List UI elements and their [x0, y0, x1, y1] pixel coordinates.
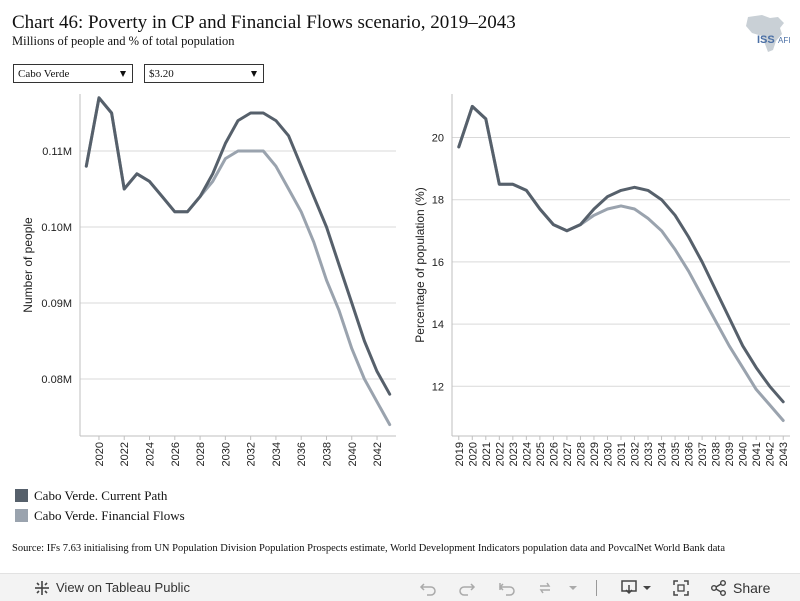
y-axis-label: Percentage of population (%): [413, 187, 427, 342]
chart-subtitle: Millions of people and % of total popula…: [12, 34, 235, 48]
y-tick-label: 20: [432, 133, 444, 145]
revert-icon[interactable]: [497, 578, 517, 598]
x-tick-label: 2037: [697, 442, 709, 466]
source-note: Source: IFs 7.63 initialising from UN Po…: [12, 543, 725, 554]
series-line-cabo-verde-current-path: [457, 104, 785, 404]
download-dropdown-icon[interactable]: [638, 578, 658, 598]
share-button[interactable]: Share: [733, 580, 771, 596]
x-tick-label: 2034: [657, 442, 669, 466]
x-tick-label: 2028: [575, 442, 587, 466]
chevron-down-icon: [120, 71, 126, 77]
x-tick-label: 2035: [670, 442, 682, 466]
x-tick-label: 2036: [296, 442, 308, 466]
refresh-icon[interactable]: [535, 578, 555, 598]
refresh-dropdown-icon[interactable]: [563, 578, 583, 598]
tableau-logo-icon: [35, 581, 49, 595]
x-tick-label: 2040: [738, 442, 750, 466]
country-dropdown-value: Cabo Verde: [18, 68, 70, 80]
threshold-dropdown-value: $3.20: [149, 68, 174, 80]
africa-map-icon: [746, 15, 784, 52]
x-tick-label: 2028: [195, 442, 207, 466]
series-line-cabo-verde-financial-flows: [84, 96, 392, 427]
x-tick-label: 2039: [724, 442, 736, 466]
download-icon[interactable]: [620, 578, 640, 598]
x-tick-label: 2041: [751, 442, 763, 466]
x-tick-label: 2034: [271, 442, 283, 466]
view-on-tableau-public-link[interactable]: View on Tableau Public: [56, 580, 190, 595]
x-tick-label: 2038: [321, 442, 333, 466]
y-tick-label: 12: [432, 381, 444, 393]
x-tick-label: 2042: [372, 442, 384, 466]
undo-icon[interactable]: [418, 578, 438, 598]
x-tick-label: 2022: [494, 442, 506, 466]
legend-label: Cabo Verde. Financial Flows: [34, 508, 185, 523]
legend-label: Cabo Verde. Current Path: [34, 488, 168, 503]
x-tick-label: 2042: [765, 442, 777, 466]
fullscreen-icon[interactable]: [671, 578, 691, 598]
threshold-dropdown[interactable]: $3.20: [144, 64, 264, 83]
y-tick-label: 0.09M: [41, 298, 72, 310]
share-icon[interactable]: [709, 578, 729, 598]
y-tick-label: 0.08M: [41, 374, 72, 386]
x-tick-label: 2038: [711, 442, 723, 466]
charts-area: 0.08M 0.09M 0.10M 0.11M 2020 2022 2024 2026 2028…: [21, 94, 790, 466]
y-tick-label: 0.10M: [41, 222, 72, 234]
legend-swatch: [15, 489, 28, 502]
x-tick-label: 2043: [778, 442, 790, 466]
chevron-down-icon: [251, 71, 257, 77]
series-line-cabo-verde-financial-flows: [457, 104, 785, 422]
y-tick-label: 18: [432, 195, 444, 207]
x-tick-label: 2040: [347, 442, 359, 466]
x-tick-label: 2023: [508, 442, 520, 466]
x-tick-label: 2025: [535, 442, 547, 466]
x-tick-label: 2032: [630, 442, 642, 466]
iss-afi-logo[interactable]: ISS AFI: [740, 14, 792, 54]
y-tick-label: 16: [432, 257, 444, 269]
redo-icon[interactable]: [457, 578, 477, 598]
x-tick-label: 2036: [684, 442, 696, 466]
x-tick-label: 2027: [562, 442, 574, 466]
logo-suffix: AFI: [778, 36, 790, 45]
x-tick-label: 2020: [467, 442, 479, 466]
x-tick-label: 2020: [94, 442, 106, 466]
x-tick-label: 2024: [145, 442, 157, 466]
x-tick-label: 2024: [521, 442, 533, 466]
x-tick-label: 2026: [548, 442, 560, 466]
series-line-cabo-verde-current-path: [84, 96, 392, 396]
x-tick-label: 2033: [643, 442, 655, 466]
tableau-toolbar: View on Tableau Public Share: [0, 573, 800, 601]
logo-text: ISS: [757, 34, 775, 46]
x-tick-label: 2019: [454, 442, 466, 466]
legend-swatch: [15, 509, 28, 522]
country-dropdown[interactable]: Cabo Verde: [13, 64, 133, 83]
y-tick-label: 0.11M: [42, 146, 72, 158]
x-tick-label: 2031: [616, 442, 628, 466]
x-tick-label: 2021: [481, 442, 493, 466]
x-tick-label: 2032: [246, 442, 258, 466]
x-tick-label: 2029: [589, 442, 601, 466]
toolbar-divider: [596, 580, 597, 596]
y-tick-label: 14: [432, 319, 444, 331]
x-tick-label: 2026: [170, 442, 182, 466]
x-tick-label: 2030: [220, 442, 232, 466]
chart-title: Chart 46: Poverty in CP and Financial Fl…: [12, 12, 516, 33]
chart-number-of-people: 0.08M 0.09M 0.10M 0.11M 2020 2022 2024 2026 2028…: [21, 94, 396, 466]
x-tick-label: 2030: [602, 442, 614, 466]
y-axis-label: Number of people: [21, 217, 35, 313]
x-tick-label: 2022: [119, 442, 131, 466]
